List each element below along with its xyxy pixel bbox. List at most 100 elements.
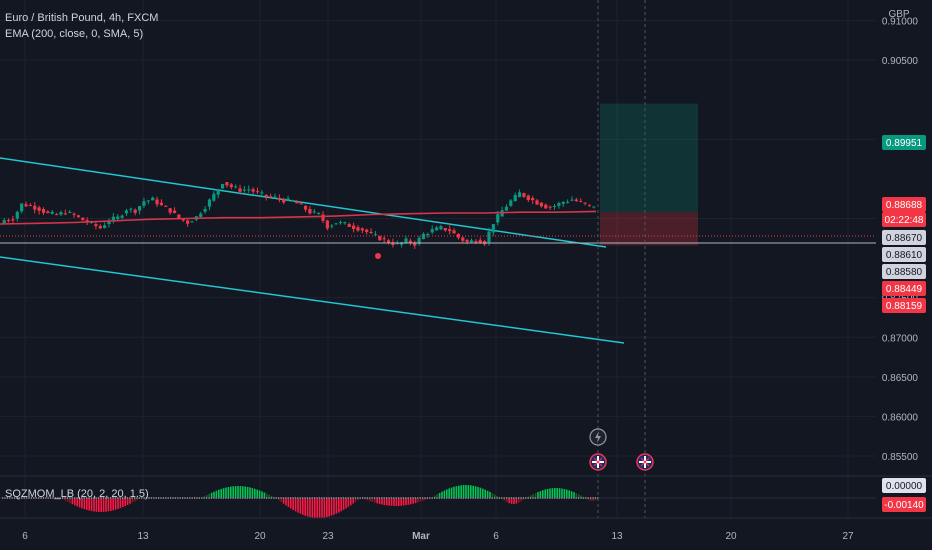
event-markers[interactable]	[589, 428, 654, 471]
candle-body	[365, 229, 369, 232]
squeeze-dot	[551, 497, 553, 499]
squeeze-dot	[366, 497, 368, 499]
squeeze-dot	[33, 497, 35, 499]
squeeze-dot	[114, 497, 116, 499]
candle-body	[404, 238, 408, 243]
candle-body	[469, 240, 474, 243]
candle	[207, 198, 212, 211]
candle	[15, 210, 19, 222]
ema-legend[interactable]: EMA (200, close, 0, SMA, 5)	[5, 28, 144, 40]
candle-body	[557, 203, 561, 206]
squeeze-dot	[359, 497, 361, 499]
candle-body	[142, 201, 146, 206]
squeeze-dot	[362, 497, 364, 499]
momentum-bar	[270, 495, 273, 498]
squeeze-dot	[66, 497, 68, 499]
momentum-bar	[556, 488, 558, 498]
candle-body	[356, 227, 360, 231]
candle	[531, 195, 535, 204]
momentum-bar	[215, 490, 218, 498]
momentum-bar	[515, 498, 518, 504]
squeeze-dot	[479, 497, 481, 499]
candle	[574, 197, 578, 202]
momentum-bar	[566, 489, 568, 498]
momentum-bar	[395, 498, 398, 506]
momentum-bar	[232, 486, 234, 498]
momentum-bar	[297, 498, 299, 513]
candle	[46, 210, 50, 214]
squeeze-dot	[227, 497, 229, 499]
candle	[11, 215, 15, 223]
signal-dot	[375, 253, 381, 259]
candle-body	[33, 205, 37, 210]
squeeze-dot	[26, 497, 28, 499]
candle-body	[103, 225, 107, 228]
indicator-legend[interactable]: SQZMOM_LB (20, 2, 20, 1.5)	[5, 488, 149, 500]
squeeze-dot	[302, 497, 304, 499]
candle	[343, 221, 347, 225]
long-position-tool[interactable]	[600, 103, 698, 246]
candle-body	[76, 215, 81, 217]
momentum-bar	[537, 492, 539, 498]
candle	[522, 192, 526, 199]
candle-body	[68, 211, 72, 213]
candle	[356, 225, 360, 232]
candle-body	[360, 228, 364, 231]
symbol-title[interactable]: Euro / British Pound, 4h, FXCM	[5, 12, 159, 24]
squeeze-dot	[186, 497, 188, 499]
momentum-bar	[129, 498, 131, 504]
squeeze-dot	[494, 497, 496, 499]
momentum-bar	[230, 486, 232, 498]
squeeze-dot	[412, 497, 414, 499]
momentum-bar	[266, 493, 268, 498]
momentum-bar	[210, 492, 213, 498]
time-axis[interactable]: 6 13 20 23 Mar 6 13 20 27	[0, 475, 932, 542]
squeeze-dot	[201, 497, 203, 499]
candle	[212, 191, 216, 202]
candle	[94, 222, 98, 230]
momentum-bar	[323, 498, 326, 518]
squeeze-dot	[556, 497, 558, 499]
squeeze-dot	[14, 497, 16, 499]
candle	[395, 240, 399, 245]
squeeze-dot	[174, 497, 176, 499]
candle	[24, 201, 28, 207]
candle-body	[351, 225, 356, 229]
candle	[491, 224, 495, 236]
squeeze-dot	[64, 497, 66, 499]
squeeze-dot	[506, 497, 508, 499]
lightning-glyph	[595, 431, 601, 443]
candle	[548, 205, 552, 210]
candle-body	[146, 200, 150, 202]
price-tag-bg	[882, 264, 926, 279]
momentum-bar	[436, 494, 438, 498]
time-tick-label: 27	[842, 531, 854, 542]
momentum-bar	[398, 498, 400, 506]
momentum-bar	[414, 498, 417, 504]
momentum-bar	[352, 498, 354, 504]
squeeze-dot	[40, 497, 42, 499]
candle	[579, 198, 583, 203]
squeeze-dot	[225, 497, 227, 499]
squeeze-dot	[338, 497, 340, 499]
squeeze-dot	[580, 497, 582, 499]
squeeze-dot	[81, 497, 83, 499]
candle	[98, 224, 102, 230]
squeeze-dot	[539, 497, 541, 499]
uk-flag-icon	[589, 453, 607, 471]
time-tick-label: 20	[725, 531, 737, 542]
candle-body	[203, 208, 207, 212]
squeeze-dot	[501, 497, 503, 499]
squeeze-dot	[107, 497, 109, 499]
squeeze-dot	[251, 497, 253, 499]
horizontal-lines	[0, 0, 876, 518]
candle-body	[395, 243, 399, 245]
squeeze-dot	[448, 497, 450, 499]
time-tick-label: 20	[254, 531, 266, 542]
candle-body	[517, 192, 522, 198]
squeeze-dot	[585, 497, 587, 499]
momentum-bar	[465, 485, 467, 498]
price-tag-bg	[882, 281, 926, 296]
trend-channel[interactable]	[0, 157, 625, 344]
